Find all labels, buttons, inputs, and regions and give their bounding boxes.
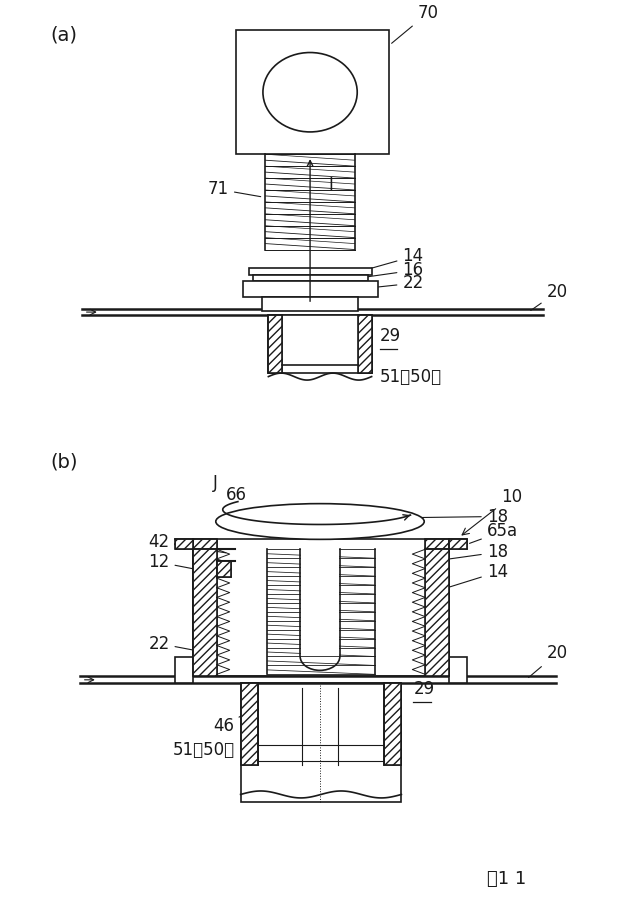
- Bar: [241, 684, 259, 765]
- Text: 29: 29: [380, 327, 401, 345]
- Bar: [241, 684, 259, 765]
- Bar: [253, 275, 367, 281]
- Bar: [383, 684, 401, 765]
- Text: (a): (a): [50, 25, 77, 44]
- Bar: [262, 297, 358, 311]
- Bar: [425, 549, 449, 676]
- Text: 22: 22: [148, 635, 214, 654]
- Text: (b): (b): [50, 452, 77, 471]
- Bar: [175, 539, 193, 549]
- Text: 51（50）: 51（50）: [380, 368, 442, 386]
- Bar: [193, 549, 217, 676]
- Bar: [449, 539, 467, 549]
- Text: 18: 18: [422, 508, 508, 526]
- Text: J: J: [213, 474, 218, 492]
- Text: 65a: 65a: [470, 522, 518, 543]
- Bar: [193, 539, 217, 549]
- Text: 22: 22: [360, 274, 424, 292]
- Text: 18: 18: [436, 543, 508, 561]
- Text: 42: 42: [148, 533, 226, 553]
- Bar: [217, 561, 230, 577]
- Bar: [175, 657, 193, 684]
- Bar: [449, 539, 467, 549]
- Bar: [217, 561, 230, 577]
- Text: 51（50）: 51（50）: [173, 741, 246, 759]
- Bar: [449, 657, 467, 684]
- Bar: [193, 549, 217, 676]
- Bar: [425, 539, 449, 549]
- Text: I: I: [328, 176, 333, 194]
- Bar: [175, 539, 193, 549]
- Text: 10: 10: [462, 488, 522, 535]
- Bar: [243, 281, 378, 297]
- Bar: [301, 549, 339, 656]
- Bar: [268, 315, 282, 372]
- Text: 20: 20: [531, 283, 568, 311]
- Text: 図1 1: 図1 1: [487, 870, 526, 888]
- Bar: [358, 315, 372, 372]
- Text: 29: 29: [413, 680, 435, 698]
- Text: 66: 66: [226, 486, 246, 504]
- Bar: [241, 684, 401, 803]
- Bar: [425, 539, 449, 549]
- Ellipse shape: [263, 53, 357, 132]
- Bar: [268, 315, 282, 372]
- Bar: [193, 539, 449, 676]
- Bar: [236, 30, 390, 154]
- Text: 14: 14: [430, 563, 508, 593]
- Text: 71: 71: [208, 181, 260, 198]
- Bar: [358, 315, 372, 372]
- Text: 16: 16: [360, 262, 424, 280]
- Bar: [425, 549, 449, 676]
- Text: 20: 20: [529, 645, 568, 677]
- Bar: [383, 684, 401, 765]
- Bar: [268, 315, 372, 372]
- Bar: [193, 539, 217, 549]
- Ellipse shape: [216, 504, 424, 539]
- Text: 70: 70: [392, 5, 438, 44]
- Text: 46: 46: [213, 706, 258, 735]
- Text: 14: 14: [360, 248, 424, 271]
- Bar: [248, 269, 372, 275]
- Text: 12: 12: [148, 553, 218, 574]
